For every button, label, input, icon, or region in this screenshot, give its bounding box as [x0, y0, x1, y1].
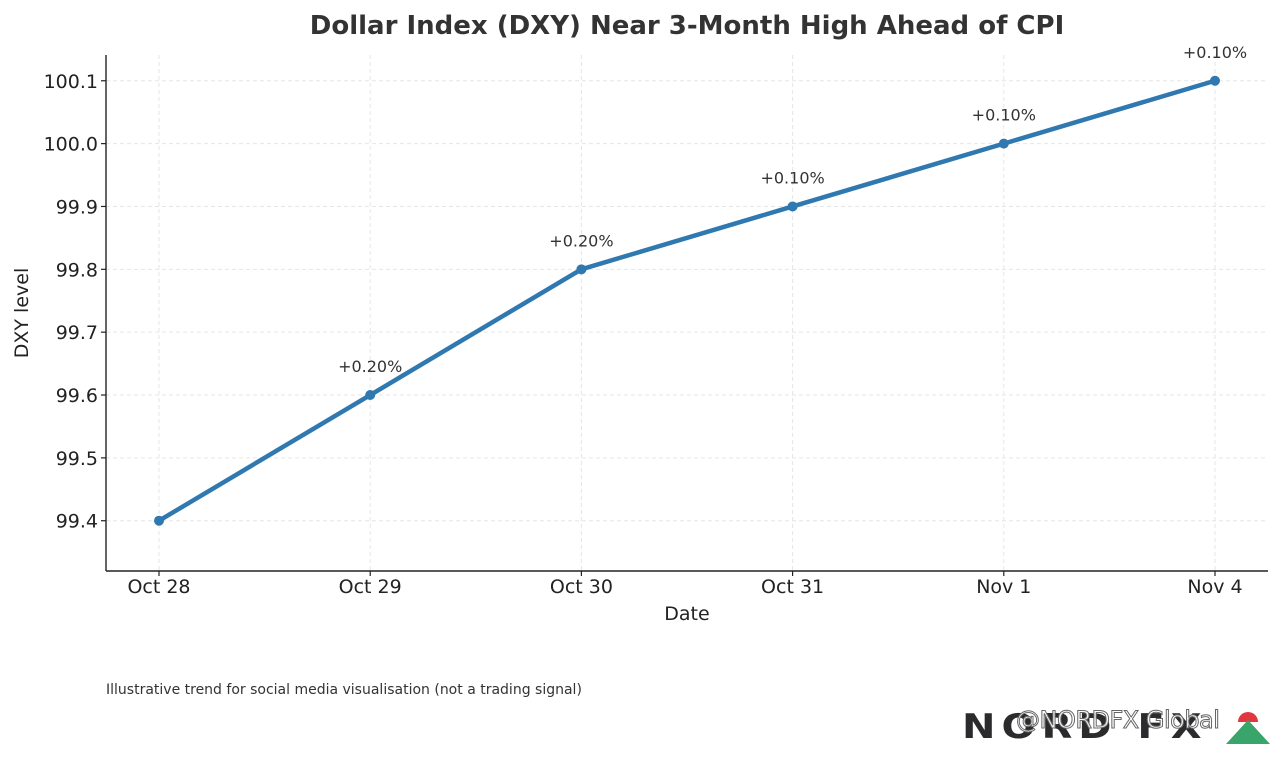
- x-tick-label: Oct 28: [127, 576, 190, 598]
- y-tick-label: 99.5: [56, 448, 98, 470]
- data-point: [998, 138, 1009, 149]
- data-point: [576, 264, 587, 275]
- data-point: [365, 390, 376, 401]
- y-tick-label: 99.7: [56, 322, 98, 344]
- data-labels: +0.20% +0.20% +0.10% +0.10% +0.10%: [338, 43, 1247, 376]
- dxy-line-chart: Dollar Index (DXY) Near 3-Month High Ahe…: [11, 11, 1268, 625]
- data-point: [1210, 75, 1220, 86]
- data-label: +0.10%: [972, 106, 1036, 125]
- logo-x-red-mark: [1238, 712, 1258, 722]
- data-point: [154, 515, 164, 526]
- watermark-text: @NORDFX Global: [1015, 706, 1220, 735]
- chart-title: Dollar Index (DXY) Near 3-Month High Ahe…: [310, 11, 1065, 41]
- series-dxy: [154, 75, 1220, 526]
- data-label: +0.20%: [549, 231, 613, 250]
- y-tick-label: 100.1: [44, 71, 98, 93]
- y-tick-label: 100.0: [44, 134, 98, 156]
- footnote: Illustrative trend for social media visu…: [106, 682, 582, 698]
- data-label: +0.20%: [338, 357, 402, 376]
- y-axis-ticks: 99.4 99.5 99.6 99.7 99.8 99.9 100.0 100.1: [44, 71, 106, 533]
- x-tick-label: Oct 31: [761, 576, 824, 598]
- gridlines: [106, 55, 1268, 571]
- y-tick-label: 99.6: [56, 385, 98, 407]
- y-tick-label: 99.4: [56, 511, 98, 533]
- nordfx-logo: NORD FX: [962, 708, 1272, 752]
- y-tick-label: 99.9: [56, 196, 98, 218]
- series-line: [156, 78, 1218, 523]
- axes: [105, 55, 1268, 572]
- data-label: +0.10%: [760, 168, 824, 187]
- x-axis-ticks: Oct 28 Oct 29 Oct 30 Oct 31 Nov 1 Nov 4: [127, 571, 1243, 598]
- x-axis-label: Date: [664, 603, 709, 625]
- y-axis-label: DXY level: [11, 268, 33, 358]
- logo-x-green-mark: [1226, 720, 1270, 744]
- y-tick-label: 99.8: [56, 259, 98, 281]
- logo-wordmark: NORD FX: [962, 707, 1208, 747]
- x-tick-label: Oct 30: [550, 576, 613, 598]
- x-tick-label: Nov 1: [976, 576, 1031, 598]
- x-tick-label: Nov 4: [1187, 576, 1242, 598]
- x-tick-label: Oct 29: [339, 576, 402, 598]
- data-label: +0.10%: [1183, 43, 1247, 62]
- data-point: [787, 201, 798, 212]
